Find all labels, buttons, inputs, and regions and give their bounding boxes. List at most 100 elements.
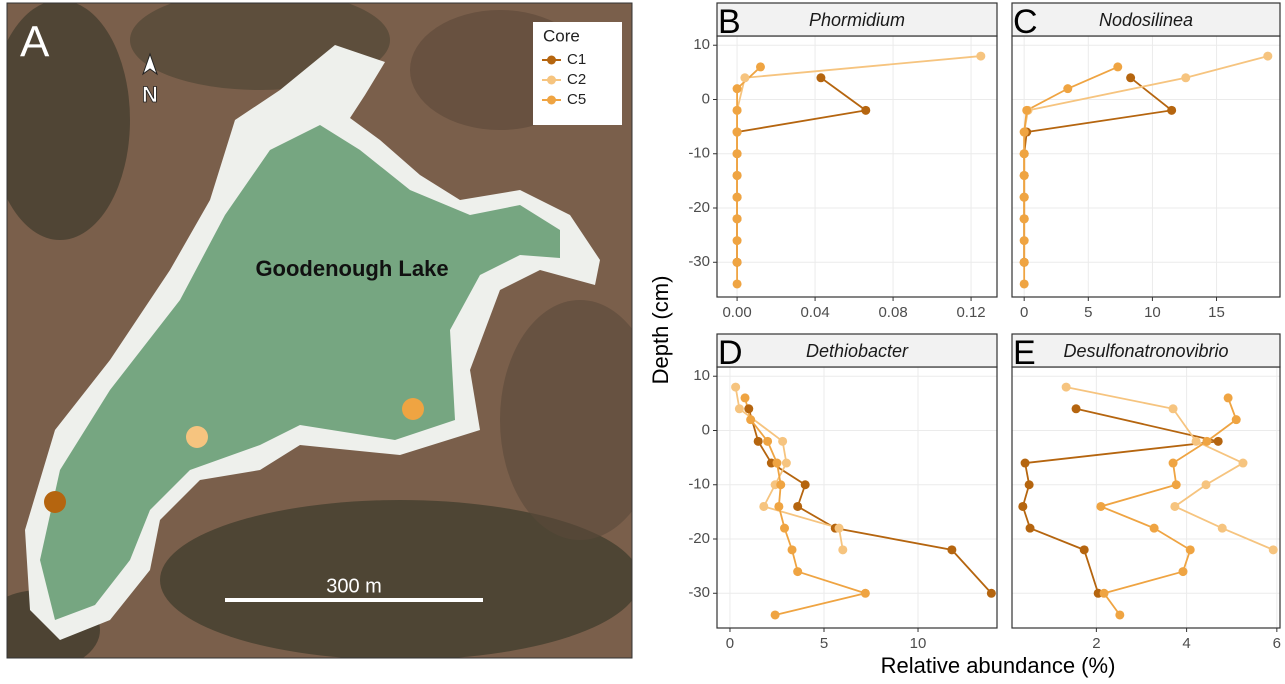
data-point (754, 437, 763, 446)
data-point (788, 545, 797, 554)
data-point (1100, 589, 1109, 598)
data-point (1063, 84, 1072, 93)
panel-label: A (20, 18, 50, 67)
data-point (1170, 502, 1179, 511)
data-point (1269, 545, 1278, 554)
y-tick-label: -10 (688, 145, 710, 162)
data-point (733, 128, 742, 137)
data-point (774, 502, 783, 511)
data-point (835, 524, 844, 533)
data-point (744, 404, 753, 413)
data-point (1020, 171, 1029, 180)
core-site (44, 491, 66, 513)
x-tick-label: 4 (1182, 635, 1190, 652)
data-point (1020, 193, 1029, 202)
data-point (759, 502, 768, 511)
data-point (1224, 393, 1233, 402)
data-point (1020, 214, 1029, 223)
data-point (1202, 437, 1211, 446)
data-point (733, 279, 742, 288)
legend-dot (547, 76, 556, 85)
data-point (733, 236, 742, 245)
y-tick-label: 0 (702, 421, 710, 438)
data-point (1022, 106, 1031, 115)
data-point (1263, 52, 1272, 61)
panel-title: Phormidium (809, 10, 905, 30)
plot-background (717, 367, 997, 628)
data-point (1218, 524, 1227, 533)
data-point (772, 459, 781, 468)
x-tick-label: 6 (1273, 635, 1281, 652)
data-point (1239, 459, 1248, 468)
figure: 300 m A N Goodenough Lake Core C1C2C5 De… (0, 0, 1285, 684)
data-point (1020, 149, 1029, 158)
data-point (733, 149, 742, 158)
scale-label: 300 m (326, 575, 382, 597)
data-point (776, 480, 785, 489)
data-point (1026, 524, 1035, 533)
data-point (733, 171, 742, 180)
data-point (778, 437, 787, 446)
legend-label: C2 (567, 71, 586, 88)
data-point (733, 106, 742, 115)
data-point (793, 567, 802, 576)
data-point (987, 589, 996, 598)
legend-label: C1 (567, 51, 586, 68)
x-tick-label: 5 (1084, 304, 1092, 321)
x-tick-label: 5 (820, 635, 828, 652)
data-point (763, 437, 772, 446)
panel-label: D (718, 334, 743, 372)
x-tick-label: 2 (1092, 635, 1100, 652)
data-point (793, 502, 802, 511)
data-point (861, 589, 870, 598)
x-tick-label: 15 (1208, 304, 1225, 321)
panel-label: B (718, 3, 741, 41)
x-tick-label: 0 (1020, 304, 1028, 321)
data-point (746, 415, 755, 424)
data-point (801, 480, 810, 489)
data-point (771, 610, 780, 619)
forest (500, 300, 660, 540)
data-point (861, 106, 870, 115)
north-label: N (142, 82, 158, 107)
data-point (1186, 545, 1195, 554)
data-point (1025, 480, 1034, 489)
data-point (731, 383, 740, 392)
data-point (1181, 73, 1190, 82)
data-point (735, 404, 744, 413)
x-tick-label: 0.04 (800, 304, 829, 321)
data-point (733, 84, 742, 93)
legend-dot (547, 56, 556, 65)
data-point (756, 62, 765, 71)
x-tick-label: 0 (726, 635, 734, 652)
core-site (402, 398, 424, 420)
data-point (1169, 404, 1178, 413)
data-point (947, 545, 956, 554)
x-tick-label: 0.12 (956, 304, 985, 321)
data-point (1021, 459, 1030, 468)
page: 300 m A N Goodenough Lake Core C1C2C5 De… (0, 0, 1285, 684)
panel-label: C (1013, 3, 1038, 41)
panel-title: Desulfonatronovibrio (1063, 341, 1228, 361)
x-tick-label: 10 (910, 635, 927, 652)
data-point (1113, 62, 1122, 71)
x-tick-label: 0.08 (878, 304, 907, 321)
data-point (1169, 459, 1178, 468)
panel-title: Nodosilinea (1099, 10, 1193, 30)
data-point (1080, 545, 1089, 554)
data-point (1172, 480, 1181, 489)
data-point (1202, 480, 1211, 489)
data-point (838, 545, 847, 554)
y-axis-title: Depth (cm) (648, 276, 673, 385)
data-point (1072, 404, 1081, 413)
x-tick-label: 10 (1144, 304, 1161, 321)
data-point (740, 73, 749, 82)
data-point (1214, 437, 1223, 446)
data-point (733, 214, 742, 223)
data-point (780, 524, 789, 533)
data-point (1020, 279, 1029, 288)
y-tick-label: -20 (688, 199, 710, 216)
data-point (1020, 128, 1029, 137)
x-axis-title: Relative abundance (%) (881, 653, 1116, 678)
